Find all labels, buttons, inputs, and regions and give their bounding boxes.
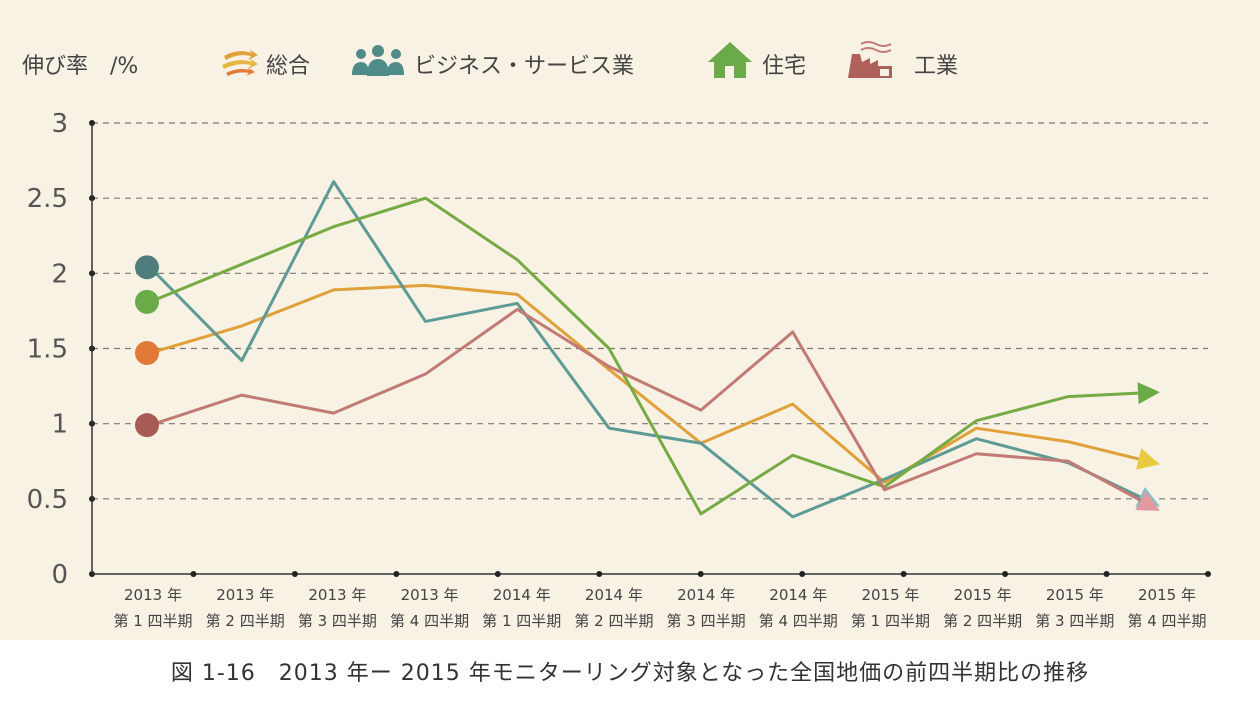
grid [92,122,1208,500]
x-tick-dot [799,571,806,577]
series-line [149,283,1139,484]
x-tick-dot [393,571,400,577]
chart-area: 伸び率 /% 総合 ビジネス・サービス業 [0,0,1260,640]
x-tick-dot [1103,571,1110,577]
y-tick-label: 2 [51,259,68,289]
series-lines [135,180,1160,519]
series-3 [135,307,1160,511]
x-tick-label-quarter: 第 2 四半期 [206,612,285,630]
x-tick-label-year: 2015 年 [954,586,1012,604]
series-start-marker [135,289,159,314]
series-line [149,307,1142,502]
legend-item-industry: 工業 [848,41,958,79]
series-line [148,180,1141,519]
series-arrowhead [1136,448,1160,470]
series-2 [135,196,1160,516]
series-line [149,196,1139,516]
line-chart: 伸び率 /% 総合 ビジネス・サービス業 [22,41,1211,630]
series-start-marker [135,341,159,366]
legend-label: ビジネス・サービス業 [414,54,634,79]
x-tick-label-quarter: 第 4 四半期 [1127,612,1206,630]
x-tick-label-year: 2014 年 [677,586,735,604]
axes [89,120,1211,577]
factory-icon [848,41,892,78]
x-tick-label-year: 2015 年 [1046,586,1104,604]
x-tick-dot [291,571,298,577]
series-0 [135,283,1160,484]
x-tick-label-quarter: 第 2 四半期 [943,612,1022,630]
x-tick-label-year: 2015 年 [1138,586,1196,604]
series-start-marker [135,255,159,280]
figure-caption: 図 1-16 2013 年ー 2015 年モニターリング対象となった全国地価の前… [170,661,1090,686]
x-tick-dot [697,571,704,577]
x-tick-label-quarter: 第 3 四半期 [1035,612,1114,630]
legend-label: 工業 [914,54,958,79]
x-tick-label-quarter: 第 2 四半期 [574,612,653,630]
people-icon [352,45,404,76]
y-tick-label: 1.5 [27,335,68,365]
x-tick-label-quarter: 第 1 四半期 [851,612,930,630]
series-arrowhead [1137,382,1160,405]
legend-label: 総合 [266,54,310,79]
y-tick-label: 0.5 [27,485,68,515]
y-tick-label: 2.5 [27,184,68,214]
series-start-marker [135,413,159,438]
x-tick-dot [596,571,603,577]
x-tick-label-quarter: 第 1 四半期 [113,612,192,630]
legend-item-business: ビジネス・サービス業 [352,45,634,79]
y-tick-label: 1 [51,410,68,440]
x-tick-label-quarter: 第 1 四半期 [482,612,561,630]
x-tick-label-year: 2014 年 [493,586,551,604]
y-axis-label: 伸び率 /% [22,54,138,79]
house-icon [708,42,752,78]
x-tick-dot [900,571,907,577]
x-tick-dot [190,571,197,577]
x-tick-label-year: 2015 年 [861,586,919,604]
x-tick-dot [1205,571,1211,577]
x-tick-label-quarter: 第 3 四半期 [298,612,377,630]
y-tick-label: 0 [51,560,68,590]
x-tick-label-year: 2013 年 [124,586,182,604]
legend-label: 住宅 [762,54,806,79]
x-tick-label-year: 2013 年 [216,586,274,604]
x-tick-label-year: 2013 年 [308,586,366,604]
x-tick-label-year: 2014 年 [585,586,643,604]
arrows-icon [222,49,258,76]
series-arrowhead [1135,490,1160,511]
x-tick-label-year: 2013 年 [401,586,459,604]
legend-item-total: 総合 [222,49,310,79]
y-tick-label: 3 [51,109,68,139]
legend-item-housing: 住宅 [708,42,806,79]
legend: 伸び率 /% 総合 ビジネス・サービス業 [22,41,958,79]
series-1 [135,180,1160,519]
x-tick-dot [1002,571,1009,577]
x-tick-label-quarter: 第 4 四半期 [390,612,469,630]
x-tick-label-quarter: 第 4 四半期 [759,612,838,630]
x-tick-dot [494,571,501,577]
x-tick-label-quarter: 第 3 四半期 [667,612,746,630]
y-tick-labels: 0 0.5 1 1.5 2 2.5 3 [27,109,68,590]
x-tick-label-year: 2014 年 [769,586,827,604]
